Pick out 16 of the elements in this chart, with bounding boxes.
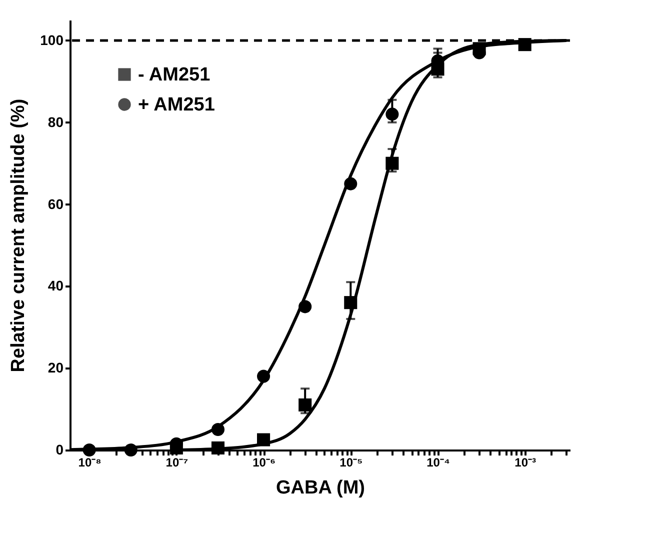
y-tick-label: 40 [48,278,64,294]
x-tick-label: 10⁻⁵ [340,456,363,470]
x-tick-label: 10⁻⁷ [166,456,188,470]
y-tick-label: 100 [40,32,64,48]
x-tick-label: 10⁻⁶ [252,456,276,470]
x-tick-label: 10⁻⁸ [78,456,102,470]
y-tick-label: 60 [48,196,64,212]
legend-label: - AM251 [138,64,211,86]
y-tick-label: 20 [48,360,64,376]
y-axis-title: Relative current amplitude (%) [8,98,30,372]
x-axis-title: GABA (M) [276,478,365,498]
x-tick-label: 10⁻⁴ [426,456,450,470]
y-tick-label: 80 [48,114,64,130]
legend-label: + AM251 [138,94,216,116]
x-tick-label: 10⁻³ [514,456,536,470]
y-tick-label: 0 [56,442,64,458]
